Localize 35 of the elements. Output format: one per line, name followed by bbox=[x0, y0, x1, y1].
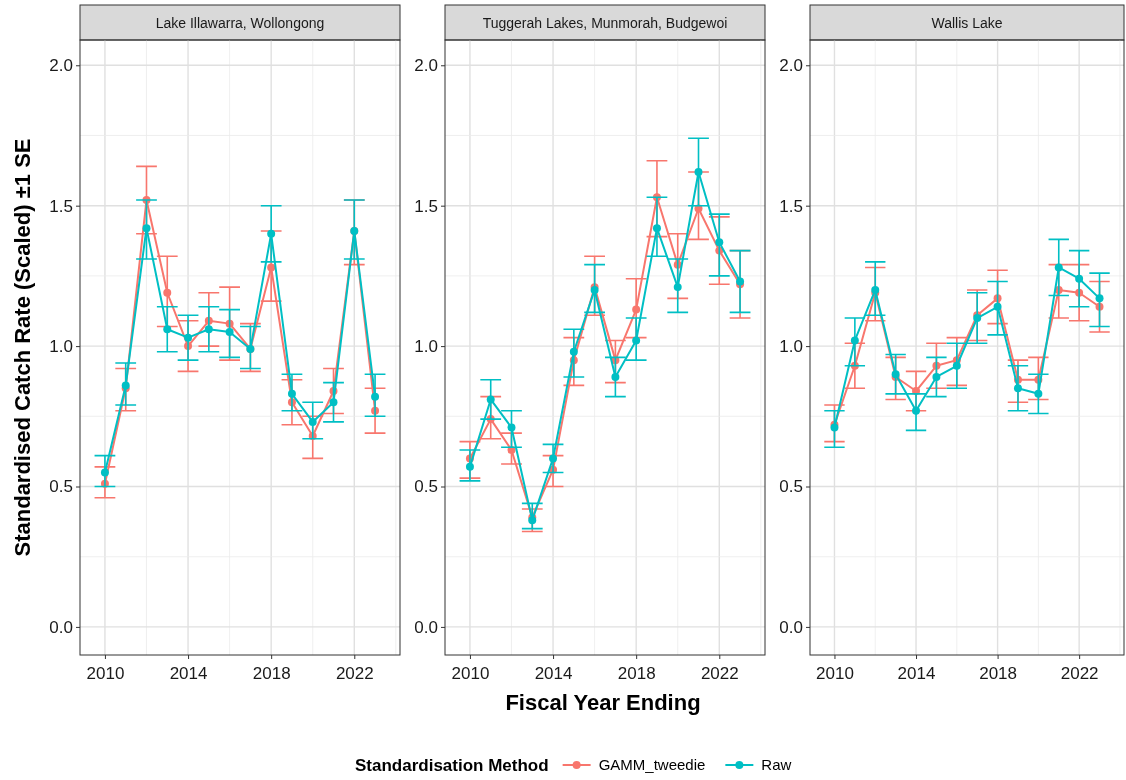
x-tick-label: 2018 bbox=[979, 664, 1017, 683]
legend-label: Raw bbox=[761, 756, 792, 773]
chart-title: Lake Illawarra, Wollongong bbox=[155, 14, 325, 31]
x-tick-label: 2022 bbox=[1060, 664, 1099, 683]
legend-title: Standardisation Method bbox=[355, 756, 549, 775]
y-axis-title: Standardised Catch Rate (Scaled) ±1 SE bbox=[10, 138, 35, 557]
y-tick-label: 1.0 bbox=[414, 337, 438, 357]
y-tick-label: 0.5 bbox=[779, 477, 803, 497]
y-tick-label: 2.0 bbox=[49, 56, 73, 76]
x-tick-label: 2014 bbox=[169, 664, 208, 683]
y-tick-label: 2.0 bbox=[779, 56, 803, 76]
y-tick-label: 0.0 bbox=[779, 617, 803, 637]
y-tick-label: 2.0 bbox=[414, 56, 438, 76]
y-tick-label: 1.5 bbox=[779, 196, 803, 216]
y-tick-label: 0.0 bbox=[49, 617, 73, 637]
y-tick-label: 1.0 bbox=[49, 337, 73, 357]
y-tick-label: 1.5 bbox=[49, 196, 73, 216]
legend-label: GAMM_tweedie bbox=[598, 756, 706, 773]
x-tick-label: 2014 bbox=[897, 664, 936, 683]
chart-title: Tuggerah Lakes, Munmorah, Budgewoi bbox=[482, 14, 728, 31]
y-tick-label: 0.5 bbox=[49, 477, 73, 497]
x-tick-label: 2018 bbox=[617, 664, 656, 683]
chart-title: Wallis Lake bbox=[931, 14, 1003, 31]
y-tick-label: 1.0 bbox=[779, 337, 803, 357]
y-tick-label: 0.0 bbox=[414, 617, 438, 637]
x-tick-label: 2022 bbox=[335, 664, 374, 683]
x-tick-label: 2010 bbox=[451, 664, 490, 683]
y-tick-label: 0.5 bbox=[414, 477, 438, 497]
x-tick-label: 2010 bbox=[816, 664, 854, 683]
x-tick-label: 2018 bbox=[252, 664, 291, 683]
y-tick-label: 1.5 bbox=[414, 196, 438, 216]
x-tick-label: 2014 bbox=[534, 664, 573, 683]
x-tick-label: 2022 bbox=[700, 664, 739, 683]
x-axis-title: Fiscal Year Ending bbox=[505, 690, 701, 715]
x-tick-label: 2010 bbox=[86, 664, 125, 683]
